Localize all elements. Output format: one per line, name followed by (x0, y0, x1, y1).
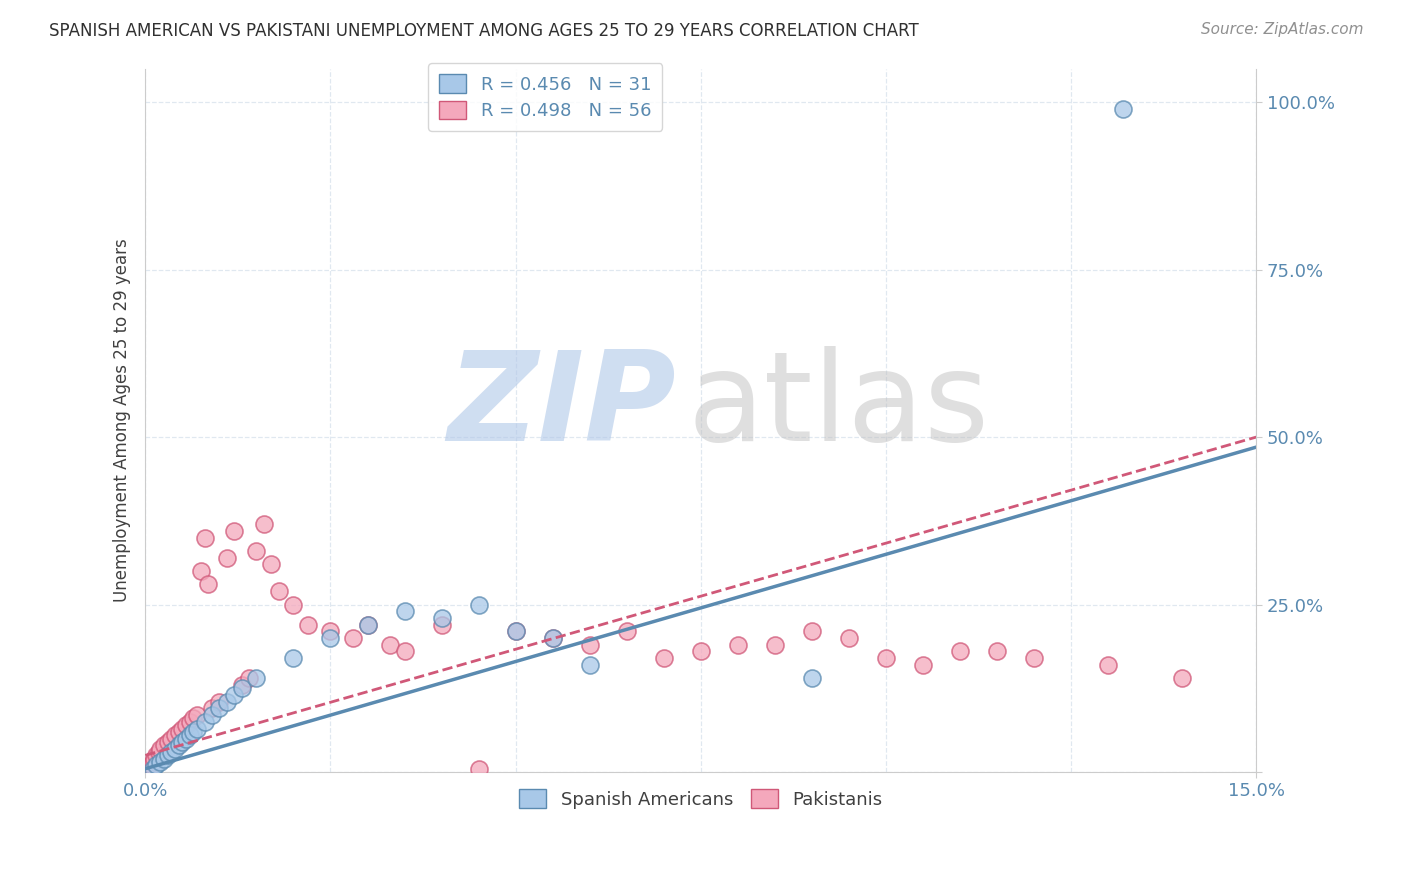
Point (260, 558, 283, 572)
Point (616, 624, 638, 639)
Text: ZIP: ZIP (447, 346, 676, 467)
Point (183, 711, 205, 725)
Point (142, 762, 165, 776)
Point (231, 681, 253, 696)
Point (172, 722, 194, 736)
Point (149, 755, 172, 769)
Point (253, 517, 276, 532)
Text: atlas: atlas (688, 346, 990, 467)
Text: Source: ZipAtlas.com: Source: ZipAtlas.com (1201, 22, 1364, 37)
Point (201, 708, 224, 723)
Point (172, 735, 194, 749)
Point (208, 695, 231, 709)
Point (208, 701, 231, 715)
Point (578, 657, 600, 672)
Point (394, 644, 416, 658)
Point (138, 762, 160, 776)
Point (190, 564, 212, 578)
Point (800, 671, 823, 685)
Point (160, 745, 183, 759)
Legend: Spanish Americans, Pakistanis: Spanish Americans, Pakistanis (512, 782, 890, 816)
Point (1024, 651, 1046, 665)
Point (153, 752, 176, 766)
Point (652, 651, 675, 665)
Point (430, 617, 453, 632)
Point (505, 624, 527, 639)
Point (186, 722, 208, 736)
Point (505, 624, 527, 639)
Point (160, 731, 183, 746)
Point (156, 748, 179, 763)
Point (193, 531, 215, 545)
Point (231, 678, 253, 692)
Point (201, 701, 224, 715)
Point (800, 624, 823, 639)
Point (215, 695, 238, 709)
Point (167, 724, 190, 739)
Point (467, 598, 489, 612)
Point (949, 644, 972, 658)
Point (193, 714, 215, 729)
Point (283, 651, 305, 665)
Point (179, 728, 201, 742)
Point (319, 624, 342, 639)
Point (297, 617, 319, 632)
Point (578, 638, 600, 652)
Point (215, 550, 238, 565)
Point (238, 671, 260, 685)
Point (727, 638, 749, 652)
Point (394, 604, 416, 618)
Point (356, 617, 378, 632)
Point (224, 524, 246, 538)
Point (163, 741, 186, 756)
Point (541, 631, 564, 645)
Point (167, 739, 190, 753)
Point (174, 718, 197, 732)
Point (763, 638, 786, 652)
Point (141, 758, 163, 772)
Point (1097, 657, 1119, 672)
Point (342, 631, 364, 645)
Point (174, 731, 197, 746)
Point (183, 724, 205, 739)
Point (245, 671, 267, 685)
Point (245, 544, 267, 558)
Point (145, 758, 167, 772)
Point (267, 584, 290, 599)
Point (689, 644, 711, 658)
Point (149, 741, 172, 756)
Point (143, 752, 166, 766)
Point (153, 739, 176, 753)
Text: SPANISH AMERICAN VS PAKISTANI UNEMPLOYMENT AMONG AGES 25 TO 29 YEARS CORRELATION: SPANISH AMERICAN VS PAKISTANI UNEMPLOYME… (49, 22, 920, 40)
Point (875, 651, 897, 665)
Point (283, 598, 305, 612)
Point (156, 735, 179, 749)
Point (142, 755, 165, 769)
Point (1112, 102, 1135, 116)
Point (356, 617, 378, 632)
Point (986, 644, 1008, 658)
Point (1171, 671, 1194, 685)
Point (430, 611, 453, 625)
Point (163, 728, 186, 742)
Point (186, 708, 208, 723)
Point (224, 688, 246, 702)
Point (541, 631, 564, 645)
Point (467, 762, 489, 776)
Point (197, 577, 219, 591)
Point (148, 745, 170, 759)
Point (319, 631, 342, 645)
Point (911, 657, 934, 672)
Y-axis label: Unemployment Among Ages 25 to 29 years: Unemployment Among Ages 25 to 29 years (114, 238, 131, 602)
Point (838, 631, 860, 645)
Point (179, 714, 201, 729)
Point (145, 748, 167, 763)
Point (378, 638, 401, 652)
